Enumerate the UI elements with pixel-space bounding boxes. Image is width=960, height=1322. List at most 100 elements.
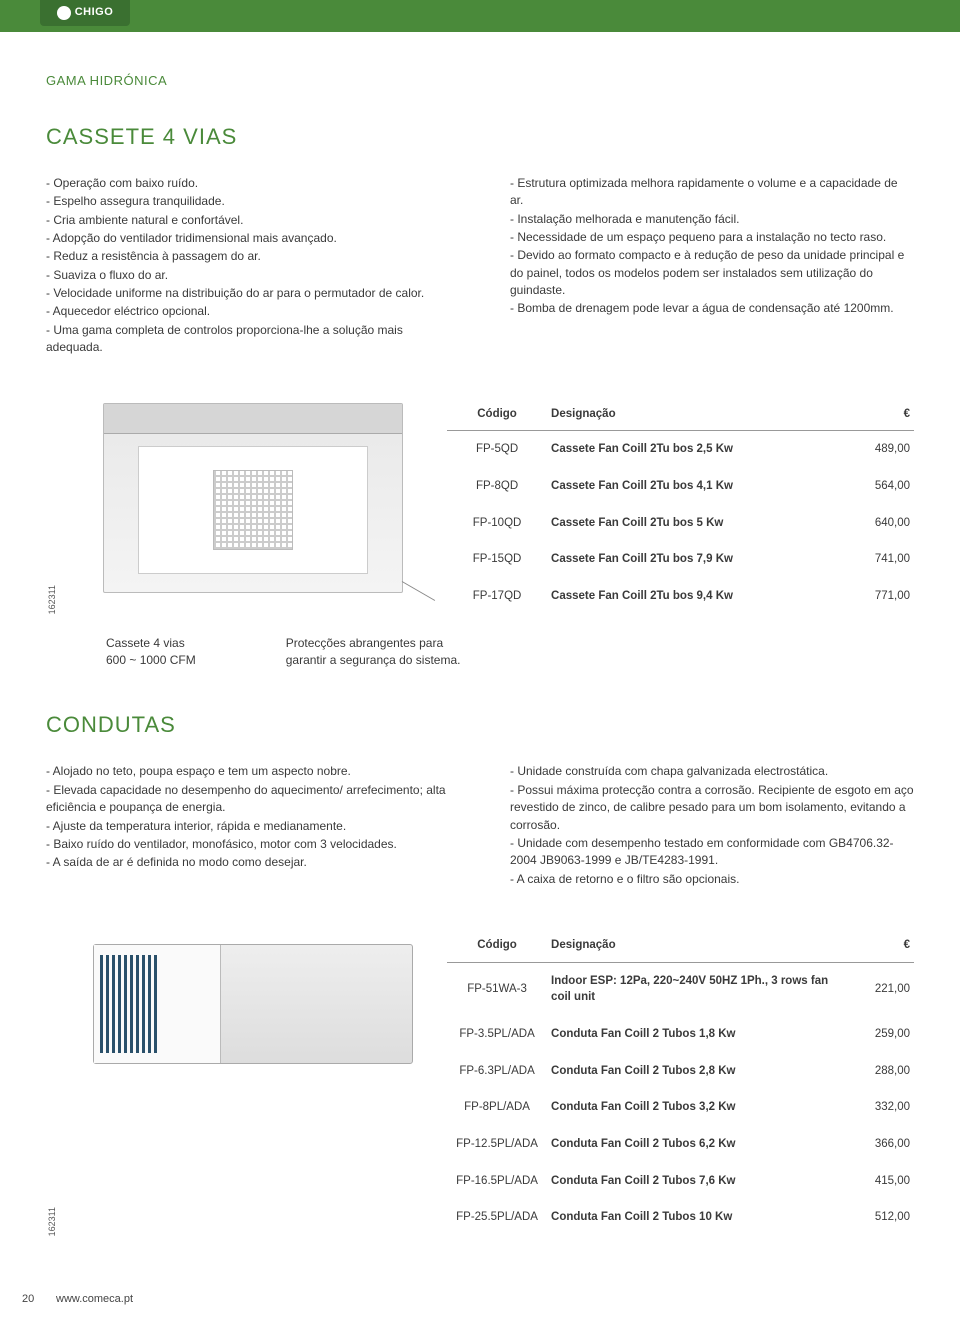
bullet-line: - Uma gama completa de controlos proporc… (46, 322, 450, 357)
cell-price: 366,00 (844, 1126, 914, 1163)
cell-code: FP-3.5PL/ADA (447, 1016, 547, 1053)
cell-code: FP-8QD (447, 468, 547, 505)
footer-url: www.comeca.pt (56, 1292, 133, 1308)
condutas-bullets-left: - Alojado no teto, poupa espaço e tem um… (46, 763, 450, 889)
fan-icon (57, 6, 71, 20)
cell-desc: Conduta Fan Coill 2 Tubos 10 Kw (547, 1199, 844, 1236)
condutas-bullets-right: - Unidade construída com chapa galvaniza… (510, 763, 914, 889)
cell-desc: Conduta Fan Coill 2 Tubos 7,6 Kw (547, 1163, 844, 1200)
cell-desc: Conduta Fan Coill 2 Tubos 6,2 Kw (547, 1126, 844, 1163)
cell-code: FP-10QD (447, 505, 547, 542)
cassette-caption-1: Cassete 4 vias600 ~ 1000 CFM (106, 635, 196, 670)
bullet-line: - Estrutura optimizada melhora rapidamen… (510, 175, 914, 210)
condutas-heading: CONDUTAS (46, 709, 914, 741)
bullet-line: - Necessidade de um espaço pequeno para … (510, 229, 914, 246)
cell-desc: Cassete Fan Coill 2Tu bos 5 Kw (547, 505, 844, 542)
bullet-line: - A saída de ar é definida no modo como … (46, 854, 450, 871)
cell-code: FP-16.5PL/ADA (447, 1163, 547, 1200)
bullet-line: - Alojado no teto, poupa espaço e tem um… (46, 763, 450, 780)
cell-price: 489,00 (844, 431, 914, 468)
cell-code: FP-25.5PL/ADA (447, 1199, 547, 1236)
cell-desc: Conduta Fan Coill 2 Tubos 1,8 Kw (547, 1016, 844, 1053)
bullet-line: - Reduz a resistência à passagem do ar. (46, 248, 450, 265)
bullet-line: - Operação com baixo ruído. (46, 175, 450, 192)
cassette-image (83, 398, 423, 598)
cassette-caption-2: Protecções abrangentes para garantir a s… (286, 635, 486, 670)
cell-desc: Cassete Fan Coill 2Tu bos 2,5 Kw (547, 431, 844, 468)
cell-desc: Conduta Fan Coill 2 Tubos 3,2 Kw (547, 1089, 844, 1126)
bullet-line: - Adopção do ventilador tridimensional m… (46, 230, 450, 247)
page-footer: 20 www.comeca.pt (0, 1286, 960, 1322)
th-price: € (844, 929, 914, 962)
condutas-description: - Alojado no teto, poupa espaço e tem um… (46, 763, 914, 889)
cell-price: 512,00 (844, 1199, 914, 1236)
cell-code: FP-6.3PL/ADA (447, 1053, 547, 1090)
table-row: FP-51WA-3Indoor ESP: 12Pa, 220~240V 50HZ… (447, 962, 914, 1016)
table-row: FP-10QDCassete Fan Coill 2Tu bos 5 Kw640… (447, 505, 914, 542)
cell-price: 741,00 (844, 541, 914, 578)
th-desc: Designação (547, 929, 844, 962)
table-row: FP-3.5PL/ADAConduta Fan Coill 2 Tubos 1,… (447, 1016, 914, 1053)
th-desc: Designação (547, 398, 844, 431)
table-row: FP-5QDCassete Fan Coill 2Tu bos 2,5 Kw48… (447, 431, 914, 468)
table-row: FP-17QDCassete Fan Coill 2Tu bos 9,4 Kw7… (447, 578, 914, 615)
bullet-line: - Devido ao formato compacto e à redução… (510, 247, 914, 299)
table-row: FP-8PL/ADAConduta Fan Coill 2 Tubos 3,2 … (447, 1089, 914, 1126)
cell-price: 564,00 (844, 468, 914, 505)
cell-price: 259,00 (844, 1016, 914, 1053)
cell-price: 332,00 (844, 1089, 914, 1126)
cell-desc: Cassete Fan Coill 2Tu bos 9,4 Kw (547, 578, 844, 615)
bullet-line: - Possui máxima protecção contra a corro… (510, 782, 914, 834)
condutas-image-code: 162311 (46, 1187, 59, 1236)
bullet-line: - Bomba de drenagem pode levar a água de… (510, 300, 914, 317)
bullet-line: - A caixa de retorno e o filtro são opci… (510, 871, 914, 888)
th-price: € (844, 398, 914, 431)
cell-price: 771,00 (844, 578, 914, 615)
th-code: Código (447, 929, 547, 962)
cassette-heading: CASSETE 4 VIAS (46, 121, 914, 153)
condutas-price-table: Código Designação € FP-51WA-3Indoor ESP:… (447, 929, 914, 1236)
cassette-bullets-right: - Estrutura optimizada melhora rapidamen… (510, 175, 914, 358)
cassette-description: - Operação com baixo ruído.- Espelho ass… (46, 175, 914, 358)
th-code: Código (447, 398, 547, 431)
cell-desc: Cassete Fan Coill 2Tu bos 4,1 Kw (547, 468, 844, 505)
section-label: GAMA HIDRÓNICA (46, 72, 914, 91)
table-row: FP-15QDCassete Fan Coill 2Tu bos 7,9 Kw7… (447, 541, 914, 578)
cell-code: FP-5QD (447, 431, 547, 468)
cassette-bullets-left: - Operação com baixo ruído.- Espelho ass… (46, 175, 450, 358)
table-row: FP-16.5PL/ADAConduta Fan Coill 2 Tubos 7… (447, 1163, 914, 1200)
cell-code: FP-17QD (447, 578, 547, 615)
table-row: FP-6.3PL/ADAConduta Fan Coill 2 Tubos 2,… (447, 1053, 914, 1090)
bullet-line: - Unidade com desempenho testado em conf… (510, 835, 914, 870)
table-row: FP-8QDCassete Fan Coill 2Tu bos 4,1 Kw56… (447, 468, 914, 505)
cassette-price-table: Código Designação € FP-5QDCassete Fan Co… (447, 398, 914, 615)
cell-price: 221,00 (844, 962, 914, 1016)
duct-illustration (93, 944, 413, 1064)
brand-logo: CHIGO (40, 0, 130, 26)
bullet-line: - Aquecedor eléctrico opcional. (46, 303, 450, 320)
top-bar: CHIGO (0, 0, 960, 32)
bullet-line: - Unidade construída com chapa galvaniza… (510, 763, 914, 780)
bullet-line: - Instalação melhorada e manutenção fáci… (510, 211, 914, 228)
cell-code: FP-15QD (447, 541, 547, 578)
bullet-line: - Ajuste da temperatura interior, rápida… (46, 818, 450, 835)
bullet-line: - Velocidade uniforme na distribuição do… (46, 285, 450, 302)
cell-desc: Cassete Fan Coill 2Tu bos 7,9 Kw (547, 541, 844, 578)
cell-price: 640,00 (844, 505, 914, 542)
cell-code: FP-8PL/ADA (447, 1089, 547, 1126)
brand-name: CHIGO (75, 5, 114, 21)
cassette-product-row: 162311 Código Designação € FP-5QDCassete… (46, 398, 914, 615)
cassette-captions: Cassete 4 vias600 ~ 1000 CFM Protecções … (106, 635, 914, 670)
bullet-line: - Espelho assegura tranquilidade. (46, 193, 450, 210)
bullet-line: - Elevada capacidade no desempenho do aq… (46, 782, 450, 817)
table-row: FP-12.5PL/ADAConduta Fan Coill 2 Tubos 6… (447, 1126, 914, 1163)
bullet-line: - Cria ambiente natural e confortável. (46, 212, 450, 229)
table-row: FP-25.5PL/ADAConduta Fan Coill 2 Tubos 1… (447, 1199, 914, 1236)
cell-code: FP-51WA-3 (447, 962, 547, 1016)
cell-desc: Conduta Fan Coill 2 Tubos 2,8 Kw (547, 1053, 844, 1090)
page-number: 20 (22, 1292, 40, 1308)
condutas-image (83, 929, 423, 1079)
cell-desc: Indoor ESP: 12Pa, 220~240V 50HZ 1Ph., 3 … (547, 962, 844, 1016)
condutas-product-row: 162311 Código Designação € FP-51WA-3Indo… (46, 929, 914, 1236)
bullet-line: - Suaviza o fluxo do ar. (46, 267, 450, 284)
